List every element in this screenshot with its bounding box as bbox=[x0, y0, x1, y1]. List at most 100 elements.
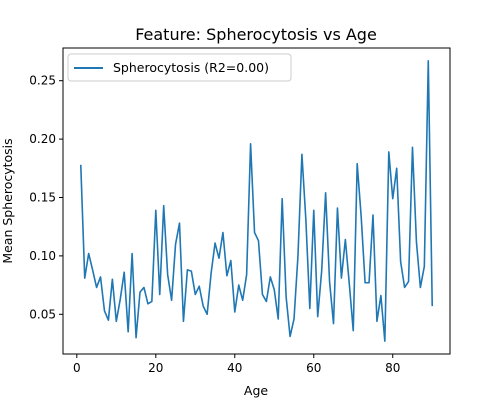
data-point bbox=[257, 240, 259, 242]
data-point bbox=[214, 242, 216, 244]
data-point bbox=[261, 293, 263, 295]
data-point bbox=[415, 241, 417, 243]
data-point bbox=[281, 198, 283, 200]
data-point bbox=[84, 277, 86, 279]
data-point bbox=[277, 318, 279, 320]
data-point bbox=[348, 283, 350, 285]
data-point bbox=[175, 243, 177, 245]
data-point bbox=[88, 253, 90, 255]
data-point bbox=[115, 320, 117, 322]
data-point bbox=[411, 146, 413, 148]
x-tick-label: 20 bbox=[148, 361, 163, 375]
y-tick-label: 0.10 bbox=[29, 249, 56, 263]
x-tick-label: 60 bbox=[306, 361, 321, 375]
data-point bbox=[119, 298, 121, 300]
data-point bbox=[234, 311, 236, 313]
data-point bbox=[364, 282, 366, 284]
data-point bbox=[333, 323, 335, 325]
data-point bbox=[293, 318, 295, 320]
data-point bbox=[317, 316, 319, 318]
data-point bbox=[194, 293, 196, 295]
data-point bbox=[376, 320, 378, 322]
data-point bbox=[265, 300, 267, 302]
data-point bbox=[396, 167, 398, 169]
legend: Spherocytosis (R2=0.00) bbox=[67, 53, 292, 82]
data-point bbox=[242, 299, 244, 301]
data-point bbox=[190, 270, 192, 272]
data-point bbox=[305, 219, 307, 221]
data-point bbox=[210, 272, 212, 274]
data-point bbox=[206, 313, 208, 315]
data-point bbox=[226, 275, 228, 277]
data-point bbox=[384, 340, 386, 342]
data-point bbox=[202, 305, 204, 307]
plot-area bbox=[63, 48, 450, 354]
data-point bbox=[289, 335, 291, 337]
data-point bbox=[408, 281, 410, 283]
axes-layer: 0 20 40 60 80 0.05 0.10 0.15 0.20 0.25 bbox=[29, 74, 400, 375]
x-tick-label: 0 bbox=[73, 361, 81, 375]
data-point bbox=[111, 278, 113, 280]
data-point bbox=[423, 265, 425, 267]
data-point bbox=[313, 209, 315, 211]
data-point bbox=[100, 276, 102, 278]
data-point bbox=[222, 232, 224, 234]
data-point bbox=[431, 305, 433, 307]
data-point bbox=[230, 260, 232, 262]
data-point bbox=[321, 270, 323, 272]
data-point bbox=[340, 277, 342, 279]
data-point bbox=[198, 285, 200, 287]
legend-box bbox=[67, 53, 292, 82]
x-tick-label: 80 bbox=[385, 361, 400, 375]
data-point bbox=[297, 255, 299, 257]
data-point bbox=[159, 293, 161, 295]
data-point bbox=[419, 286, 421, 288]
data-point bbox=[325, 192, 327, 194]
data-point bbox=[254, 232, 256, 234]
y-tick-label: 0.25 bbox=[29, 74, 56, 88]
data-point bbox=[155, 209, 157, 211]
data-point bbox=[151, 300, 153, 302]
data-point bbox=[171, 299, 173, 301]
data-point bbox=[427, 60, 429, 62]
data-point bbox=[404, 286, 406, 288]
y-tick-label: 0.05 bbox=[29, 307, 56, 321]
data-point bbox=[178, 222, 180, 224]
data-point bbox=[107, 319, 109, 321]
y-tick-label: 0.15 bbox=[29, 190, 56, 204]
x-tick-label: 40 bbox=[227, 361, 242, 375]
data-point bbox=[336, 207, 338, 209]
series-layer bbox=[79, 60, 434, 342]
data-point bbox=[135, 337, 137, 339]
data-point bbox=[269, 276, 271, 278]
data-point bbox=[329, 281, 331, 283]
data-point bbox=[238, 284, 240, 286]
data-point bbox=[167, 274, 169, 276]
series-line-0 bbox=[79, 60, 434, 342]
data-point bbox=[392, 198, 394, 200]
data-point bbox=[147, 303, 149, 305]
data-point bbox=[218, 257, 220, 259]
data-point bbox=[103, 310, 105, 312]
data-point bbox=[246, 274, 248, 276]
data-point bbox=[182, 320, 184, 322]
x-axis-label: Age bbox=[244, 383, 268, 398]
legend-entry-label: Spherocytosis (R2=0.00) bbox=[113, 60, 269, 75]
data-point bbox=[127, 331, 129, 333]
data-point bbox=[80, 164, 82, 166]
data-point bbox=[273, 289, 275, 291]
data-point bbox=[368, 282, 370, 284]
data-point bbox=[250, 143, 252, 145]
data-point bbox=[96, 286, 98, 288]
data-point bbox=[400, 261, 402, 263]
data-point bbox=[352, 330, 354, 332]
data-point bbox=[163, 205, 165, 207]
data-point bbox=[372, 214, 374, 216]
chart-title: Feature: Spherocytosis vs Age bbox=[135, 25, 377, 44]
data-point bbox=[186, 269, 188, 271]
data-point bbox=[356, 163, 358, 165]
data-point bbox=[131, 253, 133, 255]
data-point bbox=[360, 215, 362, 217]
data-point bbox=[344, 239, 346, 241]
